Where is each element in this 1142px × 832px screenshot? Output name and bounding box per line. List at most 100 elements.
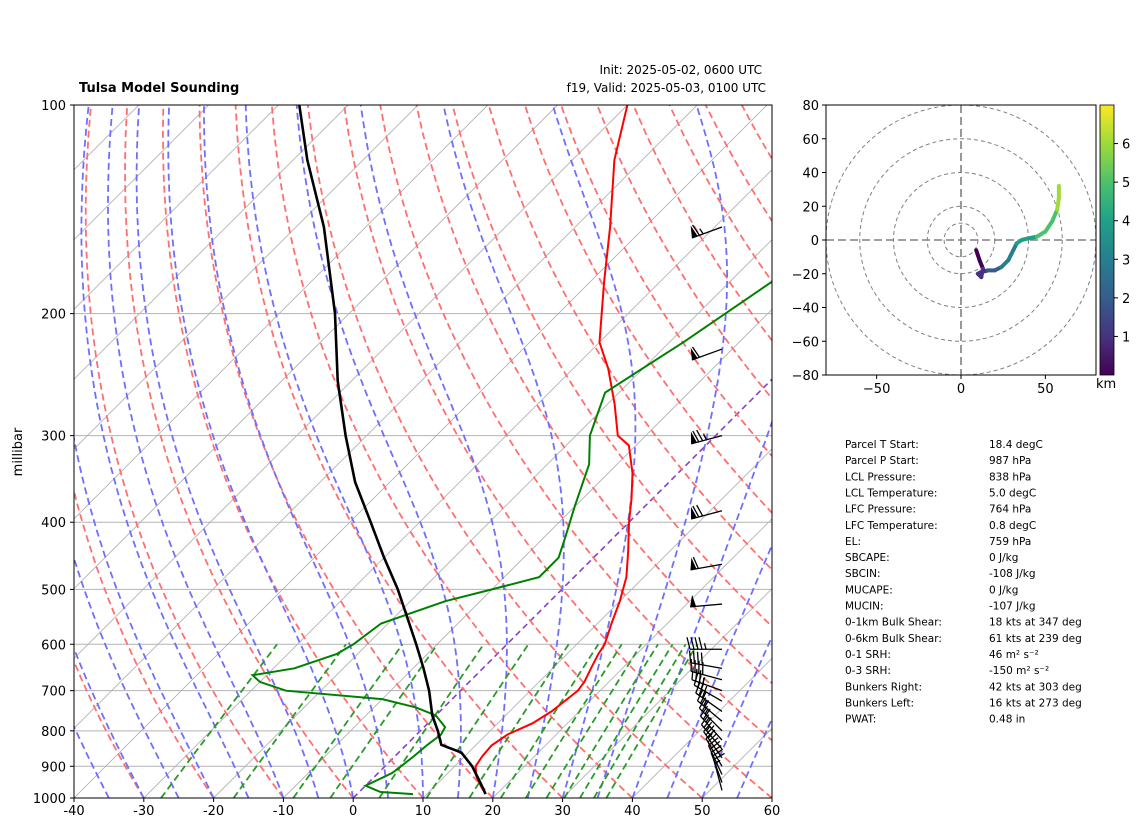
wind-barb: [713, 752, 725, 791]
mixing-ratio-line: [593, 643, 687, 798]
stat-label: EL:: [845, 536, 861, 548]
dry-adiabat: [84, 105, 285, 798]
wind-barb: [690, 346, 723, 361]
dewpoint-trace: [250, 280, 772, 796]
y-tick-label: 600: [41, 638, 66, 653]
mixing-ratio-line: [425, 643, 530, 798]
dry-adiabat: [487, 105, 772, 571]
wind-barb: [690, 556, 723, 571]
isotherm-line: [422, 448, 772, 798]
isotherm-line: [632, 657, 772, 798]
mixing-ratio-line: [605, 643, 699, 798]
stat-value: 0.48 in: [989, 714, 1025, 726]
hodograph-y-tick: −20: [792, 268, 819, 283]
colorbar-tick-label: 6: [1122, 138, 1130, 153]
stat-value: 18 kts at 347 deg: [989, 617, 1082, 629]
y-axis-label: millibar: [11, 427, 26, 476]
mixing-ratio-line: [563, 643, 659, 798]
wind-barb: [690, 429, 723, 445]
isotherm-line: [74, 105, 349, 380]
mixing-ratio-line: [579, 643, 674, 798]
y-tick-label: 800: [41, 725, 66, 740]
stat-label: LFC Temperature:: [845, 520, 938, 532]
isotherm-line: [74, 105, 489, 520]
y-tick-label: 200: [41, 308, 66, 323]
dry-adiabat: [234, 105, 564, 798]
stat-label: LFC Pressure:: [845, 504, 916, 516]
x-tick-label: 30: [554, 804, 571, 819]
stat-label: 0-3 SRH:: [845, 665, 891, 677]
mixing-ratio-line: [160, 643, 278, 798]
hodograph-x-tick: 0: [957, 382, 965, 397]
dry-adiabat: [524, 105, 772, 515]
isotherm-line: [74, 105, 768, 798]
stat-value: -108 J/kg: [989, 568, 1036, 580]
isotherm-line: [701, 727, 772, 798]
parcel-trace: [298, 105, 487, 795]
moist-adiabat: [74, 434, 215, 798]
y-tick-label: 500: [41, 583, 66, 598]
y-tick-label: 100: [41, 99, 66, 114]
hodograph-y-tick: 40: [802, 167, 819, 182]
hodograph-y-tick: 20: [802, 200, 819, 215]
dry-adiabat: [668, 105, 772, 284]
x-tick-label: 20: [485, 804, 502, 819]
wind-barb: [705, 729, 723, 767]
stat-label: 0-1 SRH:: [845, 649, 891, 661]
stat-value: 46 m² s⁻²: [989, 649, 1039, 661]
moist-adiabat: [701, 634, 772, 798]
isotherm-line: [143, 169, 772, 798]
stat-value: 764 hPa: [989, 504, 1031, 516]
moist-adiabat: [107, 105, 285, 798]
colorbar-tick-label: 2: [1122, 292, 1130, 307]
hodograph-segment: [1050, 207, 1060, 224]
dry-adiabat: [270, 105, 634, 798]
stat-label: PWAT:: [845, 714, 876, 726]
valid-time: f19, Valid: 2025-05-03, 0100 UTC: [567, 81, 766, 95]
x-tick-label: 40: [624, 804, 641, 819]
stat-label: Bunkers Left:: [845, 697, 914, 709]
stat-label: 0-1km Bulk Shear:: [845, 617, 942, 629]
dry-adiabat: [124, 105, 354, 798]
hodograph-plot: −50 0 50 80 60 40 20 0 −20 −40 −60 −80 1 2 3 4 5 6 km: [792, 99, 1131, 397]
temperature-trace: [474, 105, 634, 795]
y-tick-label: 400: [41, 516, 66, 531]
stat-value: -107 J/kg: [989, 601, 1036, 613]
x-tick-label: -30: [133, 804, 154, 819]
x-tick-label: 0: [349, 804, 357, 819]
stat-value: 0 J/kg: [989, 584, 1018, 596]
stat-label: Parcel T Start:: [845, 439, 919, 451]
dry-adiabat: [415, 105, 772, 685]
isotherm-line: [352, 378, 772, 798]
skewt-background-lines: [74, 105, 772, 798]
colorbar-tick-label: 1: [1122, 330, 1130, 345]
hodograph-y-tick: 60: [802, 133, 819, 148]
stat-label: Bunkers Right:: [845, 681, 922, 693]
dry-adiabat: [704, 105, 772, 223]
x-tick-label: 50: [694, 804, 711, 819]
mixing-ratio-line: [500, 643, 600, 798]
colorbar: [1099, 104, 1115, 376]
dry-adiabat: [560, 105, 772, 458]
stat-label: SBCAPE:: [845, 552, 890, 564]
stat-value: 16 kts at 273 deg: [989, 697, 1082, 709]
colorbar-tick-label: 3: [1122, 253, 1130, 268]
colorbar-tick-label: 4: [1122, 215, 1130, 230]
chart-title: Tulsa Model Sounding: [79, 81, 239, 96]
moist-adiabat: [771, 795, 772, 798]
moist-adiabat: [74, 646, 145, 798]
x-tick-label: -20: [203, 804, 224, 819]
wind-barb: [707, 737, 723, 775]
wind-barb: [703, 721, 723, 759]
stat-value: 0 J/kg: [989, 552, 1018, 564]
stat-value: 42 kts at 303 deg: [989, 681, 1082, 693]
skewt-plot: -40 -30 -20 -10 0 10 20 30 40 50 60 10020030040050…: [11, 99, 780, 819]
isotherm-line: [74, 105, 419, 450]
skewt-traces: [250, 105, 772, 796]
mixing-ratio-line: [545, 643, 642, 798]
isotherm-line: [492, 518, 772, 798]
stat-value: 987 hPa: [989, 455, 1031, 467]
x-tick-label: -40: [63, 804, 84, 819]
moist-adiabat: [442, 105, 565, 798]
